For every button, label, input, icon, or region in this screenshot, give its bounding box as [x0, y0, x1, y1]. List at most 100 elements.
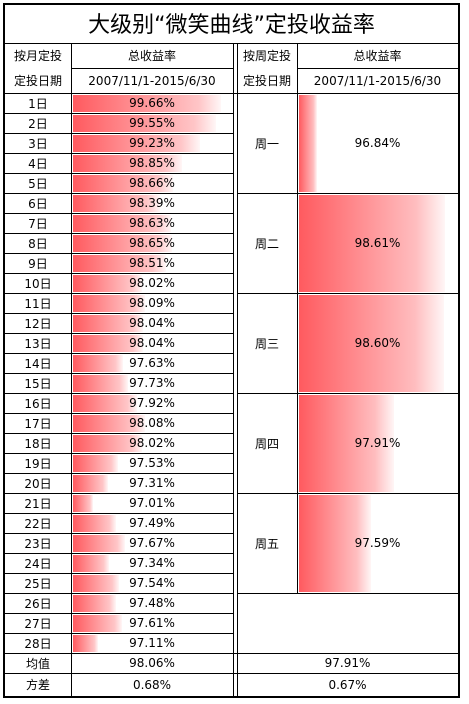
grid-line: [5, 253, 233, 254]
weekly-col-header: 总收益率: [353, 49, 402, 63]
return-bar: [73, 595, 116, 612]
page-title: 大级别“微笑曲线”定投收益率: [88, 13, 375, 38]
row-day-label: 15日: [24, 376, 52, 391]
grid-line: [5, 353, 233, 354]
grid-line: [5, 113, 233, 114]
grid-line: [297, 193, 298, 293]
grid-line: [5, 513, 233, 514]
row-return-value: 97.01%: [129, 496, 175, 510]
row-day-label: 2日: [28, 116, 48, 131]
weekly-mean: 97.91%: [324, 656, 371, 670]
grid-line: [5, 533, 233, 534]
grid-line: [5, 633, 233, 634]
return-bar: [73, 635, 99, 652]
return-bar: [73, 575, 119, 592]
monthly-variance: 0.68%: [132, 677, 172, 692]
row-day-label: 21日: [24, 496, 52, 511]
grid-line: [237, 593, 458, 594]
grid-line: [237, 193, 458, 194]
grid-line: [71, 93, 72, 653]
grid-line: [237, 393, 458, 394]
return-bar: [73, 415, 145, 432]
grid-line: [297, 493, 298, 593]
grid-line: [5, 433, 233, 434]
row-day-label: 12日: [24, 316, 52, 331]
weekday-label: 周五: [254, 536, 279, 551]
return-bar: [73, 195, 160, 212]
grid-line: [5, 333, 233, 334]
grid-line: [5, 473, 233, 474]
monthly-header-label: 定投日期: [13, 74, 62, 88]
weekly-variance: 0.67%: [328, 677, 367, 692]
return-bar: [73, 95, 221, 112]
grid-line: [5, 173, 233, 174]
row-day-label: 18日: [24, 436, 52, 451]
row-day-label: 8日: [28, 236, 48, 251]
return-bar: [299, 495, 372, 592]
return-bar: [73, 375, 128, 392]
row-day-label: 6日: [28, 196, 48, 211]
row-return-value: 98.04%: [129, 336, 175, 350]
grid-line: [5, 293, 233, 294]
grid-line: [5, 133, 233, 134]
grid-line: [297, 293, 298, 393]
return-bar: [73, 475, 108, 492]
grid-line: [5, 213, 233, 214]
row-day-label: 27日: [24, 616, 52, 631]
return-bar: [73, 335, 143, 352]
grid-line: [5, 313, 233, 314]
row-return-value: 97.34%: [129, 556, 175, 570]
row-return-value: 97.61%: [129, 616, 175, 630]
row-return-value: 98.39%: [129, 196, 175, 210]
grid-line: [5, 453, 233, 454]
return-bar: [73, 495, 94, 512]
monthly-header-label: 按月定投: [13, 49, 62, 63]
weekday-label: 周四: [254, 436, 279, 451]
row-day-label: 3日: [28, 136, 48, 151]
return-bar: [299, 195, 445, 292]
row-return-value: 98.85%: [129, 156, 175, 170]
grid-line: [5, 593, 233, 594]
row-return-value: 97.67%: [129, 536, 175, 550]
return-bar: [73, 395, 138, 412]
weekday-return-value: 98.61%: [354, 236, 401, 250]
row-day-label: 19日: [24, 456, 52, 471]
row-return-value: 97.49%: [129, 516, 175, 530]
row-day-label: 25日: [24, 576, 52, 591]
weekly-header-label: 定投日期: [242, 74, 291, 88]
grid-line: [5, 373, 233, 374]
row-return-value: 98.66%: [129, 176, 175, 190]
grid-line: [5, 273, 233, 274]
weekly-header-label: 按周定投: [242, 49, 291, 63]
grid-line: [5, 153, 233, 154]
grid-line: [297, 393, 298, 493]
return-bar: [73, 615, 123, 632]
return-bar: [73, 175, 173, 192]
grid-line: [71, 43, 72, 93]
grid-line: [71, 653, 72, 696]
weekly-period: 2007/11/1-2015/6/30: [313, 73, 442, 88]
row-day-label: 9日: [28, 256, 48, 271]
grid-line: [5, 553, 233, 554]
grid-line: [297, 43, 298, 93]
grid-line: [233, 43, 234, 696]
monthly-mean: 98.06%: [129, 656, 175, 670]
weekday-return-value: 96.84%: [354, 136, 401, 150]
row-return-value: 99.66%: [129, 96, 175, 110]
row-return-value: 98.04%: [129, 316, 175, 330]
return-bar: [73, 535, 126, 552]
return-bar: [73, 275, 142, 292]
grid-line: [5, 193, 233, 194]
return-bar: [73, 515, 117, 532]
grid-line: [297, 93, 298, 193]
return-bar: [299, 95, 317, 192]
grid-line: [237, 493, 458, 494]
row-return-value: 99.55%: [129, 116, 175, 130]
monthly-col-header: 总收益率: [127, 49, 176, 63]
return-bar: [73, 355, 124, 372]
row-day-label: 22日: [24, 516, 52, 531]
row-return-value: 98.08%: [129, 416, 175, 430]
return-bar: [73, 235, 173, 252]
row-day-label: 4日: [28, 156, 48, 171]
grid-line: [297, 68, 458, 69]
